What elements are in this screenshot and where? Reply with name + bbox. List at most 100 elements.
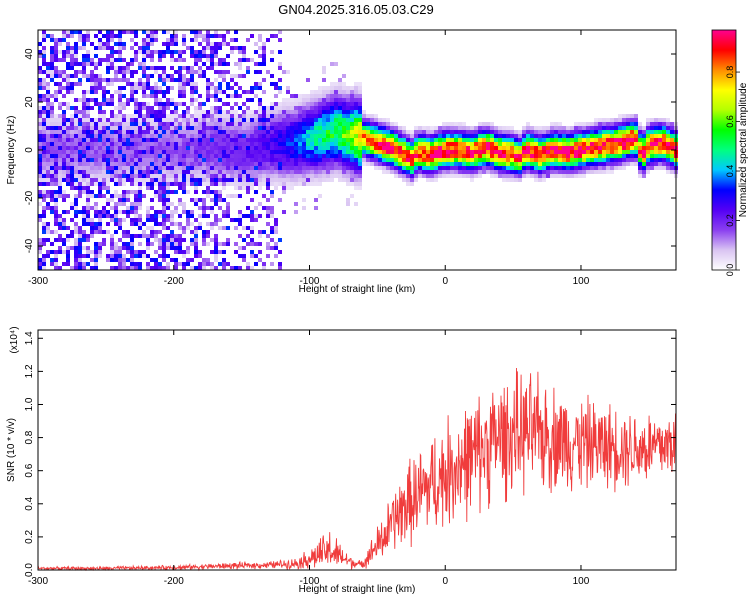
heatmap-cell bbox=[142, 118, 146, 122]
heatmap-cell bbox=[218, 198, 222, 202]
heatmap-cell bbox=[70, 126, 74, 130]
heatmap-cell bbox=[150, 122, 154, 126]
heatmap-cell bbox=[258, 62, 262, 66]
heatmap-cell bbox=[134, 142, 138, 146]
heatmap-cell bbox=[270, 194, 274, 198]
heatmap-cell bbox=[190, 86, 194, 90]
heatmap-cell bbox=[510, 134, 514, 138]
heatmap-cell bbox=[142, 154, 146, 158]
heatmap-cell bbox=[358, 142, 362, 146]
heatmap-cell bbox=[194, 178, 198, 182]
heatmap-cell bbox=[570, 166, 574, 170]
heatmap-cell bbox=[170, 178, 174, 182]
heatmap-cell bbox=[86, 150, 90, 154]
heatmap-cell bbox=[90, 178, 94, 182]
heatmap-cell bbox=[202, 150, 206, 154]
heatmap-cell bbox=[302, 154, 306, 158]
heatmap-cell bbox=[610, 150, 614, 154]
heatmap-cell bbox=[102, 134, 106, 138]
heatmap-cell bbox=[238, 194, 242, 198]
heatmap-cell bbox=[98, 166, 102, 170]
heatmap-cell bbox=[330, 114, 334, 118]
heatmap-cell bbox=[126, 250, 130, 254]
heatmap-cell bbox=[42, 126, 46, 130]
heatmap-cell bbox=[142, 254, 146, 258]
heatmap-cell bbox=[410, 182, 414, 186]
heatmap-cell bbox=[206, 242, 210, 246]
heatmap-cell bbox=[518, 134, 522, 138]
heatmap-cell bbox=[42, 38, 46, 42]
heatmap-cell bbox=[666, 126, 670, 130]
heatmap-cell bbox=[130, 174, 134, 178]
heatmap-cell bbox=[218, 138, 222, 142]
heatmap-cell bbox=[538, 178, 542, 182]
heatmap-cell bbox=[502, 142, 506, 146]
heatmap-cell bbox=[70, 234, 74, 238]
heatmap-cell bbox=[118, 110, 122, 114]
heatmap-cell bbox=[358, 106, 362, 110]
heatmap-cell bbox=[526, 170, 530, 174]
heatmap-cell bbox=[150, 54, 154, 58]
heatmap-cell bbox=[82, 238, 86, 242]
heatmap-cell bbox=[458, 122, 462, 126]
heatmap-cell bbox=[142, 134, 146, 138]
heatmap-cell bbox=[138, 134, 142, 138]
heatmap-cell bbox=[174, 262, 178, 266]
heatmap-cell bbox=[566, 138, 570, 142]
heatmap-cell bbox=[582, 166, 586, 170]
heatmap-cell bbox=[222, 226, 226, 230]
heatmap-cell bbox=[98, 218, 102, 222]
heatmap-cell bbox=[590, 122, 594, 126]
heatmap-cell bbox=[42, 106, 46, 110]
heatmap-cell bbox=[170, 246, 174, 250]
heatmap-cell bbox=[394, 146, 398, 150]
heatmap-cell bbox=[638, 138, 642, 142]
heatmap-cell bbox=[94, 138, 98, 142]
heatmap-cell bbox=[266, 254, 270, 258]
heatmap-cell bbox=[278, 130, 282, 134]
heatmap-cell bbox=[250, 198, 254, 202]
heatmap-cell bbox=[450, 162, 454, 166]
heatmap-cell bbox=[50, 50, 54, 54]
heatmap-cell bbox=[126, 78, 130, 82]
heatmap-cell bbox=[214, 246, 218, 250]
heatmap-cell bbox=[142, 66, 146, 70]
heatmap-cell bbox=[302, 126, 306, 130]
heatmap-cell bbox=[490, 130, 494, 134]
heatmap-cell bbox=[130, 166, 134, 170]
heatmap-cell bbox=[266, 122, 270, 126]
heatmap-cell bbox=[522, 126, 526, 130]
heatmap-cell bbox=[154, 118, 158, 122]
heatmap-cell bbox=[422, 174, 426, 178]
heatmap-cell bbox=[86, 54, 90, 58]
heatmap-cell bbox=[410, 178, 414, 182]
heatmap-cell bbox=[598, 126, 602, 130]
heatmap-cell bbox=[410, 138, 414, 142]
heatmap-cell bbox=[326, 158, 330, 162]
heatmap-cell bbox=[214, 114, 218, 118]
heatmap-cell bbox=[46, 190, 50, 194]
heatmap-cell bbox=[446, 150, 450, 154]
heatmap-cell bbox=[166, 178, 170, 182]
heatmap-cell bbox=[114, 242, 118, 246]
heatmap-cell bbox=[238, 266, 242, 270]
heatmap-cell bbox=[186, 174, 190, 178]
heatmap-cell bbox=[282, 178, 286, 182]
heatmap-cell bbox=[442, 122, 446, 126]
heatmap-cell bbox=[350, 130, 354, 134]
heatmap-cell bbox=[78, 230, 82, 234]
heatmap-cell bbox=[82, 186, 86, 190]
heatmap-cell bbox=[378, 126, 382, 130]
heatmap-cell bbox=[150, 146, 154, 150]
heatmap-cell bbox=[166, 38, 170, 42]
heatmap-cell bbox=[102, 182, 106, 186]
heatmap-cell bbox=[194, 30, 198, 34]
heatmap-cell bbox=[290, 138, 294, 142]
heatmap-cell bbox=[542, 146, 546, 150]
heatmap-cell bbox=[94, 82, 98, 86]
heatmap-cell bbox=[90, 70, 94, 74]
heatmap-cell bbox=[282, 170, 286, 174]
heatmap-cell bbox=[90, 134, 94, 138]
heatmap-cell bbox=[142, 130, 146, 134]
heatmap-cell bbox=[182, 66, 186, 70]
